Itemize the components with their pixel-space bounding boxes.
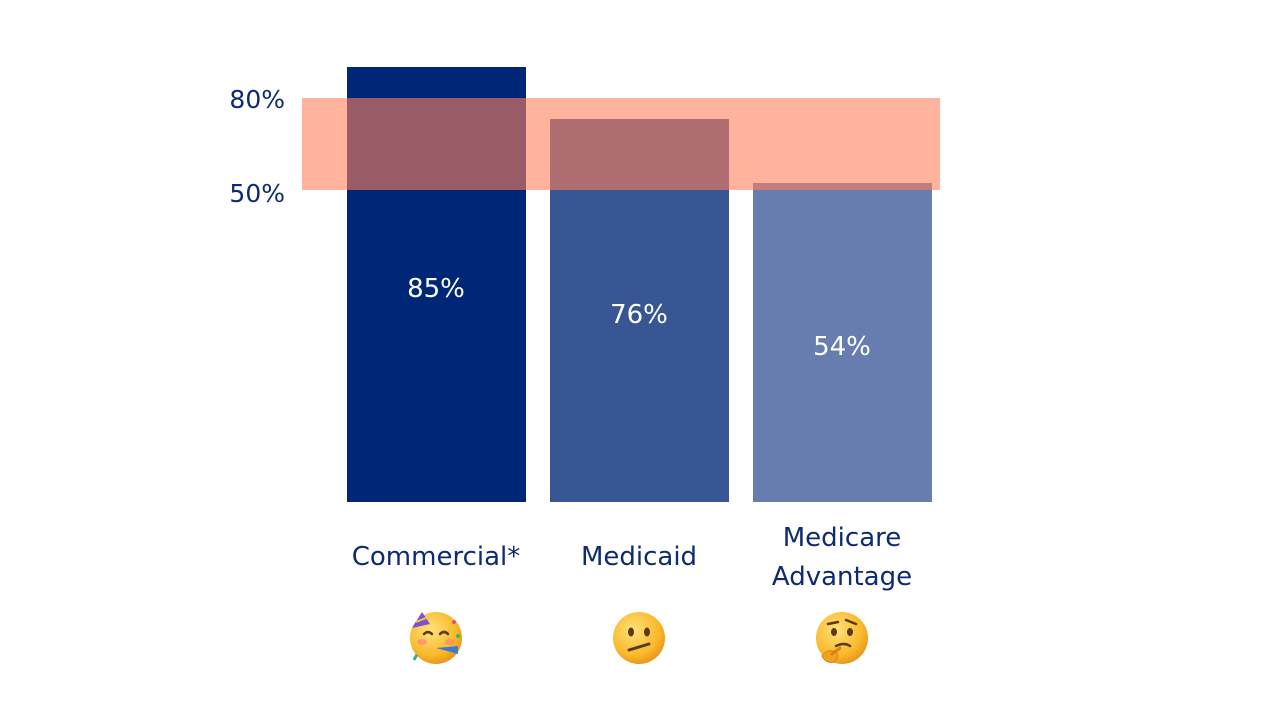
- confused-face-emoji: [611, 610, 667, 666]
- thinking-face-emoji: [814, 610, 870, 666]
- reference-band-layer: [302, 98, 940, 190]
- labels-layer: 80% 50% 85% 76% 54%: [229, 85, 870, 362]
- band-lower-label: 50%: [229, 179, 285, 208]
- category-label-3: Medicare Advantage: [771, 523, 913, 592]
- value-label-3: 54%: [813, 332, 871, 362]
- category-label-2: Medicaid: [580, 542, 698, 572]
- category-label-1: Commercial*: [351, 542, 521, 572]
- reference-band: [302, 98, 940, 190]
- value-label-2: 76%: [610, 300, 668, 330]
- value-label-1: 85%: [407, 274, 465, 304]
- band-upper-label: 80%: [229, 85, 285, 114]
- partying-face-emoji: [408, 610, 464, 666]
- bar-3: [753, 183, 932, 502]
